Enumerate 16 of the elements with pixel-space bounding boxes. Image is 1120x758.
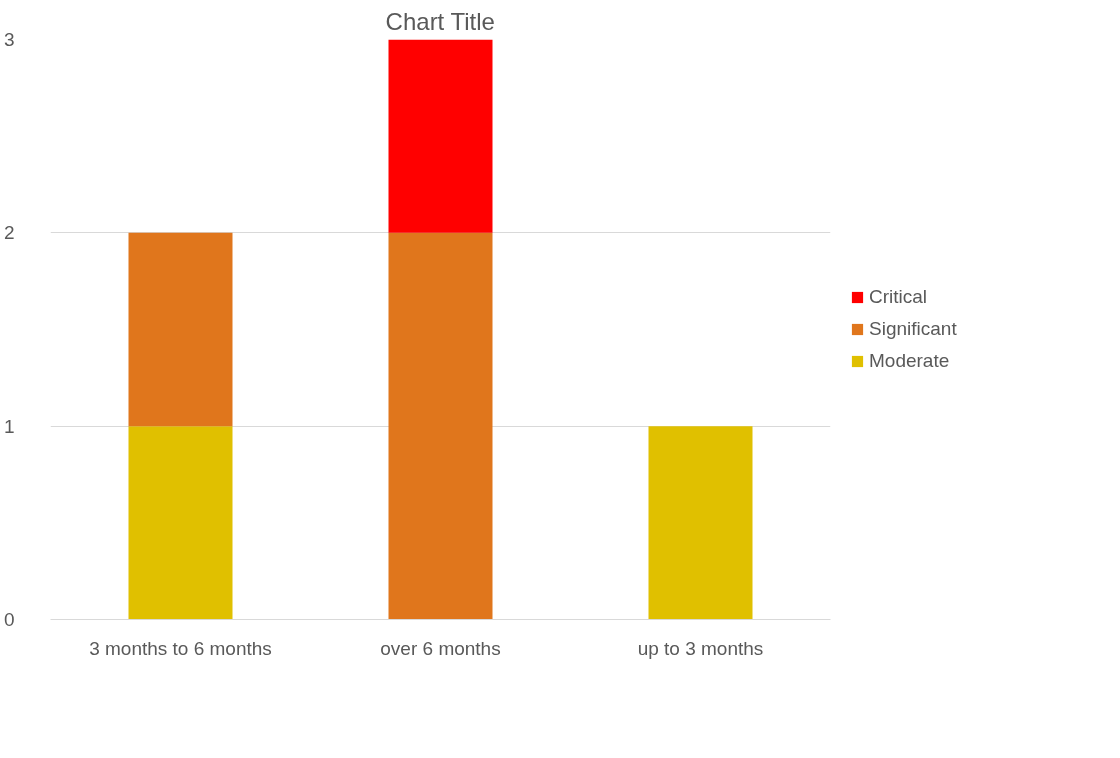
- bar: [128, 426, 233, 620]
- y-tick-label: 0: [3, 609, 15, 630]
- legend-label: Moderate: [869, 350, 950, 372]
- x-tick-label: up to 3 months: [637, 637, 764, 659]
- chart-title: Chart Title: [385, 7, 495, 35]
- x-tick-label: over 6 months: [380, 637, 501, 659]
- legend-label: Significant: [869, 318, 957, 340]
- y-tick-label: 1: [3, 415, 15, 437]
- bar: [388, 232, 493, 620]
- bar: [648, 426, 753, 620]
- y-tick-label: 2: [3, 222, 15, 244]
- x-tick-label: 3 months to 6 months: [89, 637, 272, 659]
- legend-label: Critical: [869, 286, 928, 308]
- y-tick-label: 3: [3, 29, 15, 50]
- bar: [128, 232, 233, 427]
- bar: [388, 39, 493, 233]
